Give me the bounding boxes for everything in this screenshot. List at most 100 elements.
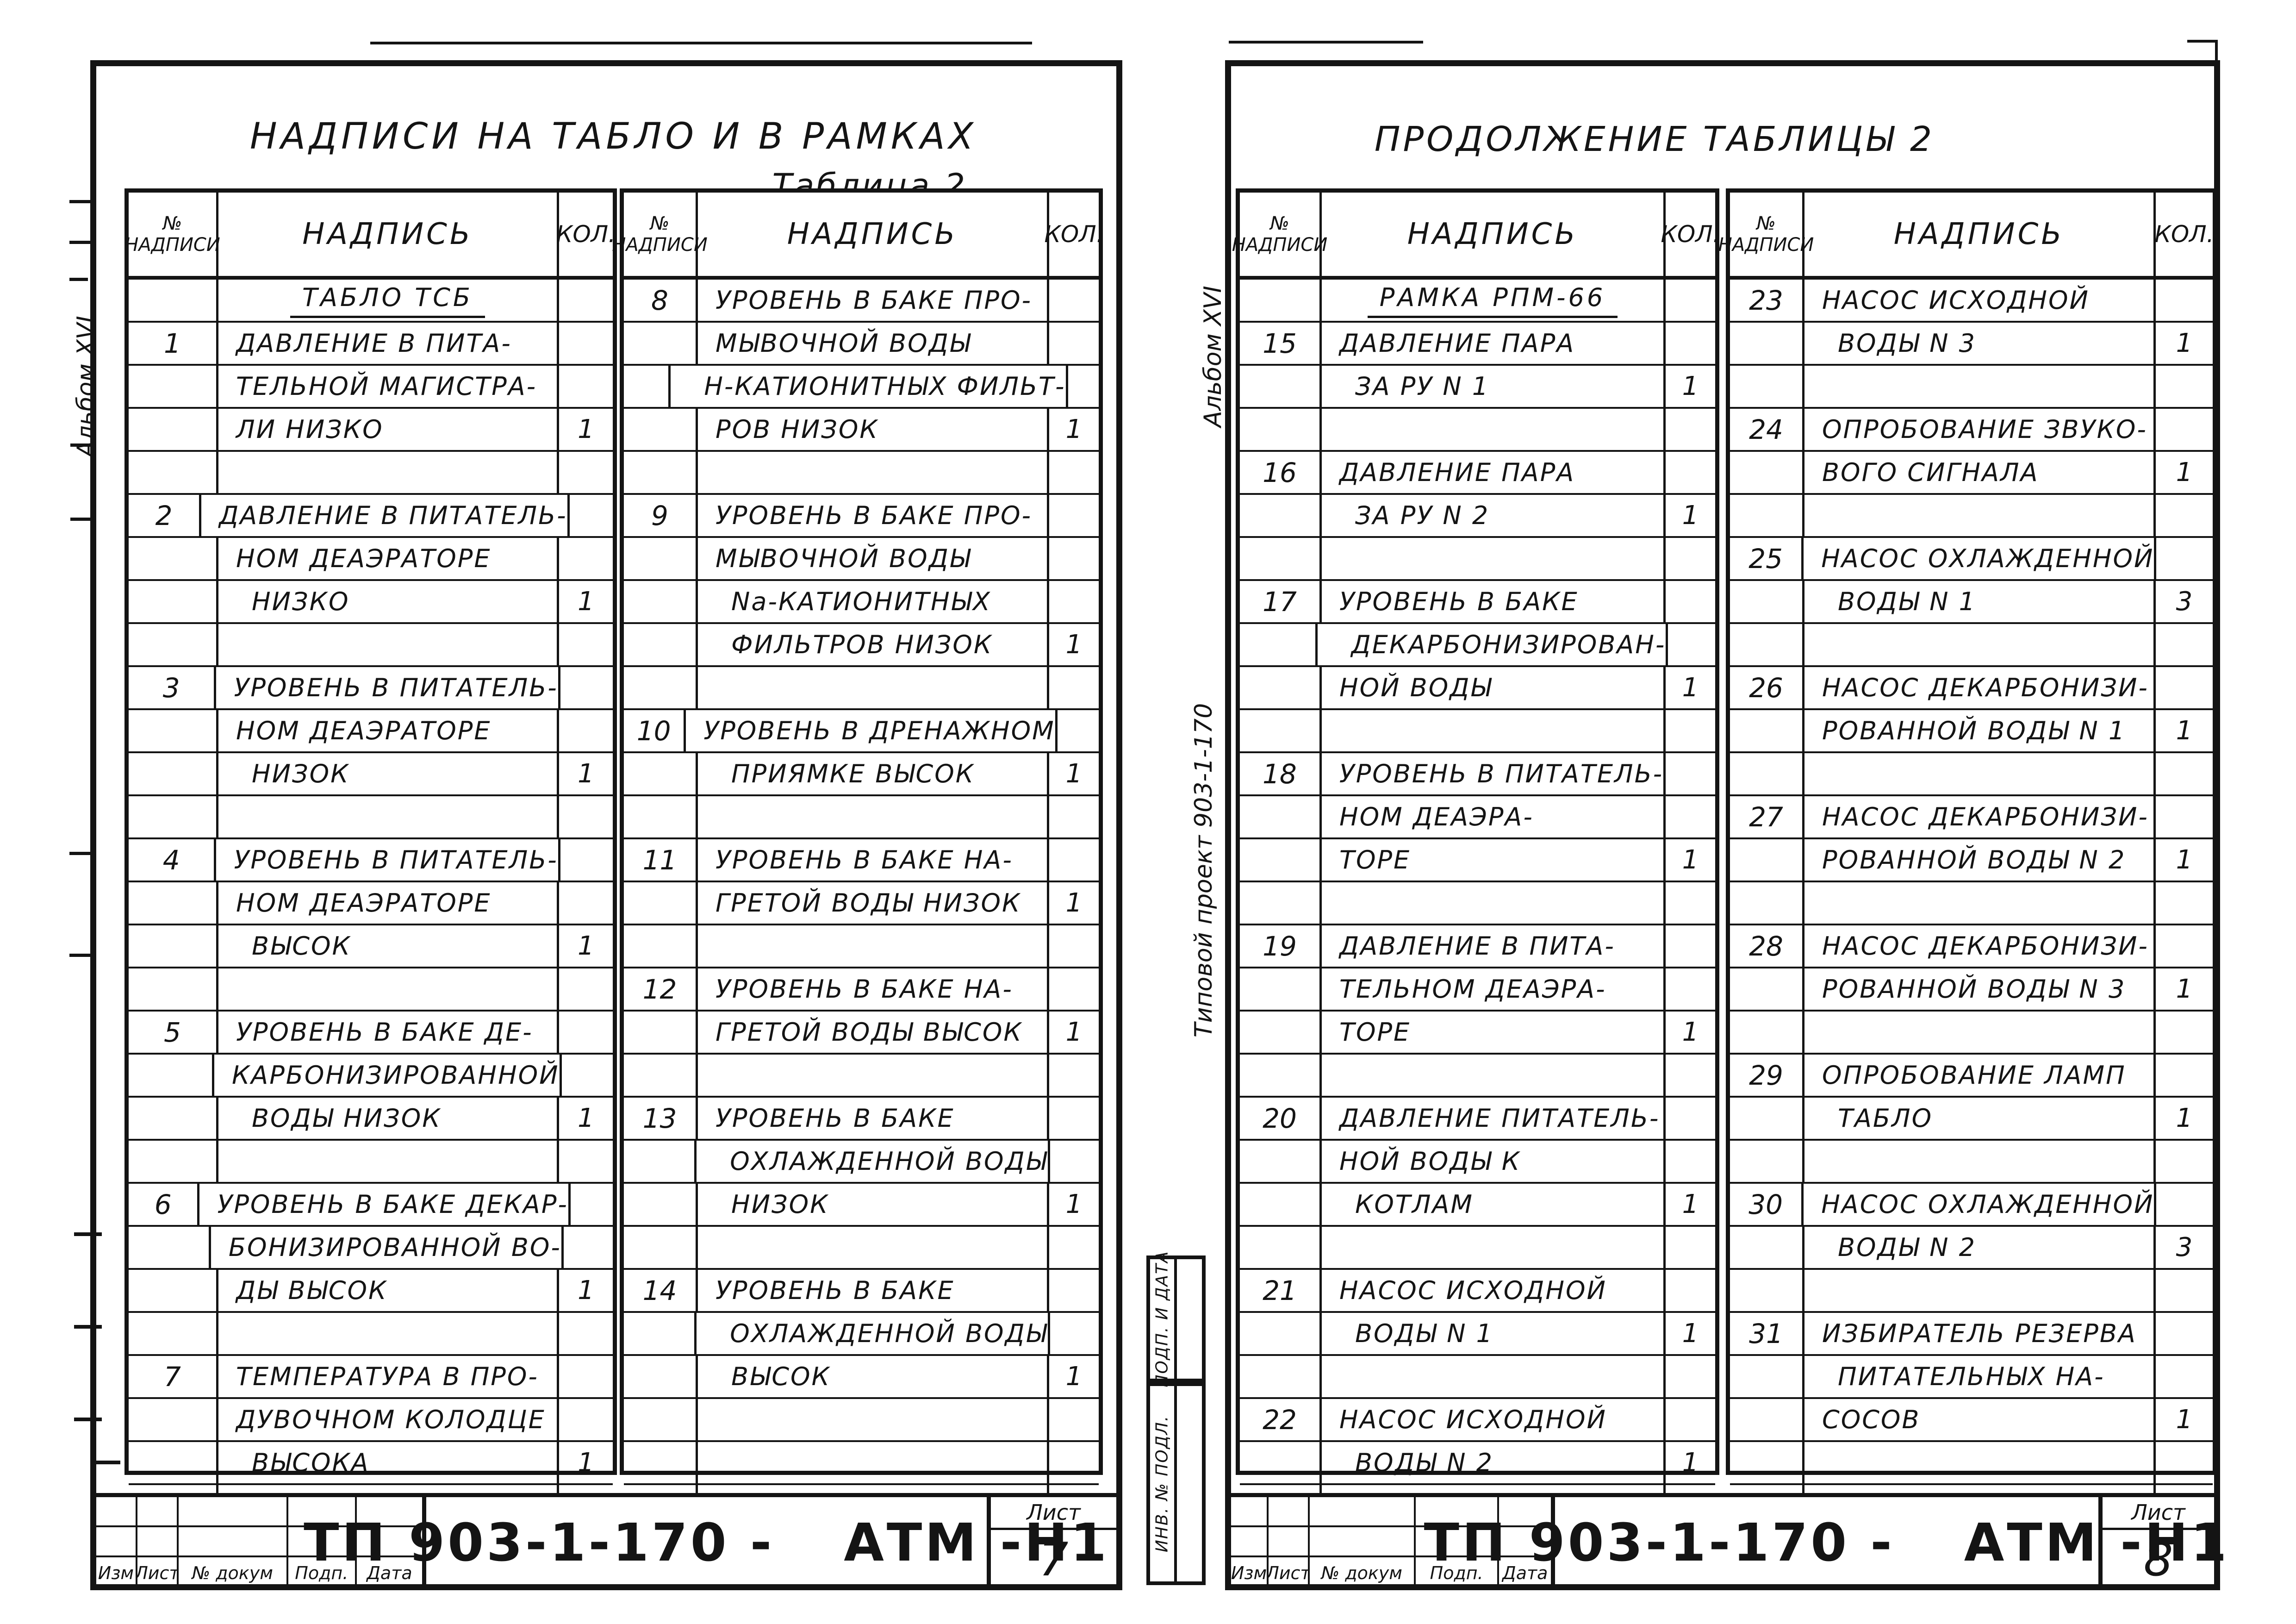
cell-qty: [1663, 538, 1715, 579]
table-row: 24 ОПРОБОВАНИЕ ЗВУКО-: [1730, 409, 2213, 452]
cell-qty: 1: [1047, 409, 1099, 450]
cell-label: ВОДЫ НИЗОК: [218, 1098, 557, 1139]
cell-label: ВЫСОК: [698, 1356, 1047, 1397]
cell-num: 11: [624, 839, 698, 881]
inscription-line: УРОВЕНЬ В БАКЕ: [1339, 587, 1579, 616]
cell-num: [624, 538, 698, 579]
margin-vertical-label: Типовой проект 903-1-170: [1190, 703, 1218, 1038]
table-row: 29 ОПРОБОВАНИЕ ЛАМП: [1730, 1055, 2213, 1098]
margin-vertical-label: Альбом XVI: [72, 316, 100, 457]
inscription-line: ДЕКАРБОНИЗИРОВАН-: [1351, 630, 1666, 659]
revision-label: Подп.: [288, 1557, 357, 1588]
sheet-number-value: 7: [1039, 1532, 1069, 1587]
stamp-label: ИНВ. № ПОДЛ.: [1152, 1415, 1172, 1553]
inscription-line: ГРЕТОЙ ВОДЫ НИЗОК: [716, 888, 1021, 918]
cell-label: СОСОВ: [1804, 1399, 2153, 1440]
inscription-line: УРОВЕНЬ В БАКЕ ПРО-: [716, 501, 1032, 530]
section-heading: ТАБЛО ТСБ: [290, 283, 485, 318]
cell-num: [129, 1227, 211, 1268]
table-row: НИЗКО 1: [129, 581, 613, 624]
cell-num: [129, 1313, 218, 1354]
cell-num: [1730, 968, 1804, 1010]
inscription-line: ДАВЛЕНИЕ ПИТАТЕЛЬ-: [1339, 1104, 1660, 1133]
cell-label: ЛИ НИЗКО: [218, 409, 557, 450]
revision-row: [96, 1497, 422, 1527]
inscription-line: ТЕЛЬНОЙ МАГИСТРА-: [236, 372, 537, 401]
table-row: 6 УРОВЕНЬ В БАКЕ ДЕКАР-: [129, 1184, 613, 1227]
revision-cell: [1231, 1497, 1269, 1525]
table-row: 25 НАСОС ОХЛАЖДЕННОЙ: [1730, 538, 2213, 581]
cell-qty: 1: [1047, 1356, 1099, 1397]
revision-row: Изм Лист № докум Подп. Дата: [96, 1557, 422, 1588]
cell-label: [1322, 882, 1663, 924]
table-row: 3 УРОВЕНЬ В ПИТАТЕЛЬ-: [129, 667, 613, 710]
cell-qty: [1047, 495, 1099, 536]
cell-num: [129, 710, 218, 751]
inscription-line: ВОДЫ N 1: [1838, 587, 1977, 616]
table-row: 23 НАСОС ИСХОДНОЙ: [1730, 280, 2213, 323]
cell-qty: [557, 1399, 613, 1440]
header-qty: КОЛ.: [1044, 193, 1104, 276]
sheet-number-box: Лист 8: [2098, 1497, 2214, 1588]
cell-num: [1240, 1313, 1322, 1354]
cell-qty: [1663, 323, 1715, 364]
cell-label: ГРЕТОЙ ВОДЫ ВЫСОК: [698, 1012, 1047, 1053]
table-row: 13 УРОВЕНЬ В БАКЕ: [624, 1098, 1099, 1141]
table-row: ОХЛАЖДЕННОЙ ВОДЫ: [624, 1141, 1099, 1184]
cell-num: 14: [624, 1270, 698, 1311]
table-header: № НАДПИСИ НАДПИСЬ КОЛ.: [612, 193, 1104, 280]
table-row: ДУВОЧНОМ КОЛОДЦЕ: [129, 1399, 613, 1442]
cell-qty: 1: [1663, 1012, 1715, 1053]
revision-cell: [179, 1527, 288, 1555]
cell-qty: [557, 796, 613, 837]
cell-label: ДАВЛЕНИЕ ПАРА: [1322, 452, 1663, 493]
inscription-line: ОПРОБОВАНИЕ ЛАМП: [1822, 1061, 2126, 1090]
inscription-line: ДАВЛЕНИЕ ПАРА: [1339, 458, 1575, 487]
cell-label: ТЕЛЬНОЙ МАГИСТРА-: [218, 366, 557, 407]
cell-num: [129, 409, 218, 450]
cell-qty: [1663, 968, 1715, 1010]
cell-label: ВОГО СИГНАЛА: [1804, 452, 2153, 493]
cell-qty: [1663, 581, 1715, 622]
cell-num: [1240, 280, 1322, 321]
table-row: ПРИЯМКЕ ВЫСОК 1: [624, 753, 1099, 796]
header-num-line1: №: [162, 213, 182, 234]
table-row: 30 НАСОС ОХЛАЖДЕННОЙ: [1730, 1184, 2213, 1227]
cell-num: [624, 1141, 697, 1182]
header-num-line2: НАДПИСИ: [124, 234, 220, 256]
cell-num: [129, 538, 218, 579]
cell-qty: [1663, 1399, 1715, 1440]
revision-row: [1231, 1527, 1551, 1557]
cell-qty: 1: [557, 1270, 613, 1311]
table-row: [624, 796, 1099, 839]
table-row: ДЫ ВЫСОК 1: [129, 1270, 613, 1313]
scan-artifact: [69, 200, 95, 203]
table-row: [1730, 1270, 2213, 1313]
table-row: 21 НАСОС ИСХОДНОЙ: [1240, 1270, 1715, 1313]
table-row: ТАБЛО ТСБ: [129, 280, 613, 323]
cell-label: ТАБЛО ТСБ: [218, 280, 557, 321]
cell-label: НАСОС ДЕКАРБОНИЗИ-: [1804, 796, 2153, 837]
cell-qty: [1666, 624, 1715, 665]
cell-qty: [1047, 581, 1099, 622]
header-qty: КОЛ.: [2153, 193, 2214, 276]
cell-num: 26: [1730, 667, 1804, 708]
table-row: НОМ ДЕАЭРАТОРЕ: [129, 882, 613, 925]
table-row: [129, 452, 613, 495]
inscription-line: ДАВЛЕНИЕ В ПИТАТЕЛЬ-: [219, 501, 567, 530]
margin-vertical-label: Альбом XVI: [1199, 286, 1227, 427]
cell-qty: [1663, 452, 1715, 493]
table-row: ВОДЫ N 2 3: [1730, 1227, 2213, 1270]
table-row: МЫВОЧНОЙ ВОДЫ: [624, 323, 1099, 366]
cell-qty: [559, 1055, 613, 1096]
cell-num: 18: [1240, 753, 1322, 794]
table-row: [624, 452, 1099, 495]
cell-num: [624, 366, 671, 407]
cell-num: [1240, 1012, 1322, 1053]
revision-row: [96, 1527, 422, 1557]
inscription-line: МЫВОЧНОЙ ВОДЫ: [716, 544, 971, 573]
cell-label: ВЫСОК: [218, 925, 557, 967]
cell-label: ВЫСОКА: [218, 1442, 557, 1483]
inscription-line: РОВАННОЙ ВОДЫ N 2: [1822, 845, 2126, 874]
